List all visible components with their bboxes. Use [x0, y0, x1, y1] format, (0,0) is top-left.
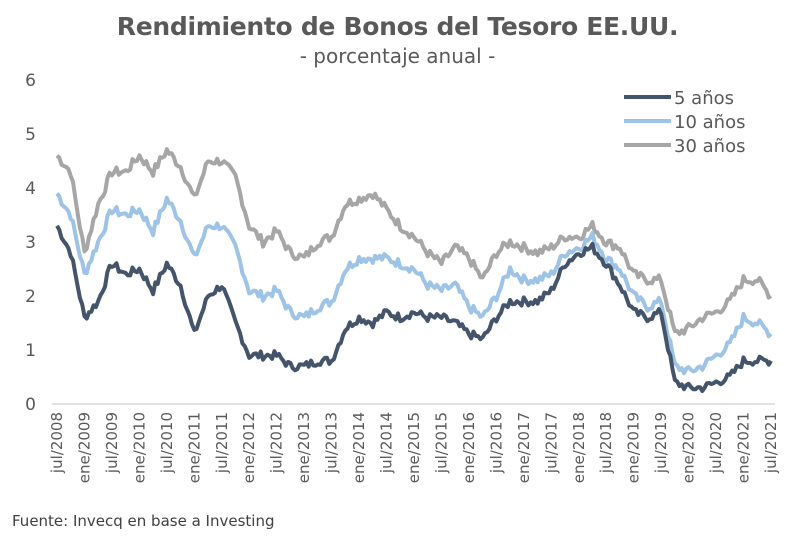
- x-tick-label: jul/2015: [432, 412, 450, 474]
- y-tick-label: 0: [25, 395, 36, 415]
- x-tick-label: jul/2010: [158, 412, 176, 474]
- y-tick-label: 5: [25, 125, 36, 145]
- x-tick-label: jul/2014: [378, 412, 396, 474]
- x-tick-label: ene/2011: [185, 412, 203, 483]
- x-axis: jul/2008 ene/2009 jul/2009 ene/2010 jul/2010…: [48, 412, 780, 483]
- x-tick-label: ene/2018: [570, 412, 588, 483]
- legend: 5 años 10 años 30 años: [624, 88, 745, 157]
- y-tick-label: 2: [25, 287, 36, 307]
- x-tick-label: jul/2011: [213, 412, 231, 474]
- y-tick-label: 3: [25, 233, 36, 253]
- x-tick-label: jul/2012: [268, 412, 286, 474]
- x-tick-label: ene/2012: [240, 412, 258, 483]
- x-tick-label: ene/2016: [460, 412, 478, 483]
- x-tick-label: ene/2013: [295, 412, 313, 483]
- legend-label: 30 años: [674, 136, 745, 157]
- source-note: Fuente: Invecq en base a Investing: [12, 512, 275, 530]
- series-group: [55, 147, 773, 393]
- x-tick-label: ene/2019: [625, 412, 643, 483]
- x-tick-label: ene/2021: [735, 412, 753, 483]
- series-line-10-años: [55, 192, 773, 376]
- x-tick-label: jul/2020: [707, 412, 725, 474]
- x-tick-label: jul/2018: [597, 412, 615, 474]
- series-line-30-años: [55, 147, 773, 337]
- chart-subtitle: - porcentaje anual -: [299, 44, 496, 68]
- x-tick-label: jul/2008: [48, 412, 66, 474]
- legend-label: 5 años: [674, 88, 734, 109]
- chart-title: Rendimiento de Bonos del Tesoro EE.UU.: [116, 12, 679, 41]
- x-tick-label: jul/2009: [103, 412, 121, 474]
- x-tick-label: ene/2020: [680, 412, 698, 483]
- y-axis: 0 1 2 3 4 5 6: [25, 71, 36, 415]
- x-tick-label: ene/2010: [130, 412, 148, 483]
- x-tick-label: jul/2016: [487, 412, 505, 474]
- y-tick-label: 6: [25, 71, 36, 91]
- x-tick-label: ene/2017: [515, 412, 533, 483]
- legend-label: 10 años: [674, 112, 745, 133]
- x-tick-label: ene/2014: [350, 412, 368, 483]
- x-tick-label: jul/2019: [652, 412, 670, 474]
- x-tick-label: jul/2021: [762, 412, 780, 474]
- series-line-5-años: [55, 224, 773, 393]
- x-tick-label: jul/2013: [323, 412, 341, 474]
- y-tick-label: 1: [25, 341, 36, 361]
- y-tick-label: 4: [25, 179, 36, 199]
- x-tick-label: ene/2009: [75, 412, 93, 483]
- x-tick-label: ene/2015: [405, 412, 423, 483]
- x-tick-label: jul/2017: [542, 412, 560, 474]
